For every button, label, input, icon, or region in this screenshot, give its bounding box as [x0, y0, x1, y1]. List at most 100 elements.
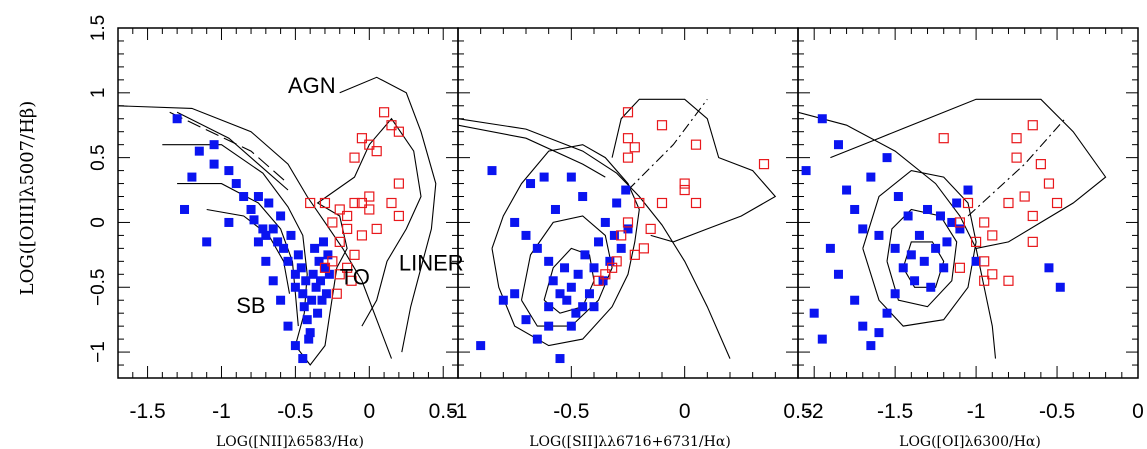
contour-line	[118, 105, 393, 359]
blue-point	[616, 243, 626, 253]
blue-point	[526, 179, 536, 189]
red-point	[1027, 236, 1038, 247]
blue-point	[833, 269, 843, 279]
red-point	[629, 142, 640, 153]
blue-point	[187, 172, 197, 182]
blue-point	[283, 256, 293, 266]
contour-line	[458, 124, 606, 178]
blue-point	[935, 211, 945, 221]
blue-point	[589, 263, 599, 273]
red-point	[1011, 133, 1022, 144]
x-tick-label: 0	[363, 400, 375, 423]
red-point	[616, 230, 627, 241]
blue-point	[510, 217, 520, 227]
blue-point	[298, 289, 308, 299]
blue-point	[893, 192, 903, 202]
red-point	[690, 139, 702, 150]
red-point	[334, 204, 345, 215]
red-point	[356, 133, 368, 144]
red-point	[334, 269, 345, 280]
contour-line	[176, 111, 289, 191]
contour-line	[886, 208, 958, 308]
contour-line	[177, 183, 299, 327]
contour-line	[862, 170, 977, 327]
red-point	[979, 256, 990, 267]
blue-point	[239, 192, 249, 202]
blue-point	[882, 308, 892, 318]
blue-point	[874, 230, 884, 240]
blue-point	[609, 230, 619, 240]
blue-point	[498, 295, 508, 305]
x-tick-label: -1	[967, 400, 986, 423]
blue-point	[180, 204, 190, 214]
blue-point	[268, 224, 278, 234]
red-point	[393, 178, 404, 189]
red-point	[979, 217, 990, 228]
blue-point	[544, 256, 554, 266]
red-point	[305, 197, 316, 209]
red-point	[349, 249, 360, 260]
x-tick-label: -0.5	[277, 400, 313, 423]
blue-point	[307, 295, 317, 305]
blue-point	[317, 295, 327, 305]
blue-point	[801, 166, 811, 176]
red-point	[331, 288, 342, 299]
red-point	[690, 197, 702, 209]
blue-point	[231, 179, 241, 189]
blue-point	[310, 243, 320, 253]
annotation: LINER	[399, 250, 464, 275]
red-point	[938, 133, 949, 144]
red-point	[622, 152, 634, 163]
red-point	[607, 262, 618, 273]
red-point	[1003, 275, 1014, 286]
red-point	[1051, 197, 1063, 209]
blue-point	[194, 146, 204, 156]
blue-point	[253, 237, 263, 247]
blue-point	[487, 166, 497, 176]
blue-point	[304, 334, 314, 344]
blue-point	[566, 321, 576, 331]
blue-point	[858, 321, 868, 331]
red-point	[327, 217, 338, 228]
blue-point	[510, 289, 520, 299]
contour-line	[339, 76, 437, 353]
red-point	[622, 133, 634, 144]
blue-point	[1044, 263, 1054, 273]
blue-point	[290, 269, 300, 279]
blue-point	[584, 289, 594, 299]
y-tick-label: 0.5	[88, 144, 109, 170]
x-tick-label: -2	[805, 400, 824, 423]
blue-point	[544, 302, 554, 312]
blue-point	[566, 282, 576, 292]
red-point	[622, 107, 634, 118]
blue-point	[321, 289, 331, 299]
blue-point	[914, 230, 924, 240]
red-point	[987, 230, 998, 241]
blue-point	[308, 269, 318, 279]
x-tick-label: 0.5	[429, 400, 458, 423]
panel-sii: -1 -0.5 0 0.5 LOG([SII]λλ6716+6731/Hα)	[449, 27, 813, 449]
red-point	[1027, 210, 1038, 222]
red-point	[393, 126, 404, 137]
red-point	[629, 249, 640, 260]
blue-point	[224, 217, 234, 227]
dividing-line	[967, 118, 1066, 217]
contour-line	[798, 111, 997, 359]
contour-line	[491, 144, 640, 347]
red-point	[319, 197, 331, 209]
blue-point	[264, 198, 274, 208]
blue-point	[578, 192, 588, 202]
red-point	[600, 269, 611, 280]
blue-point	[566, 172, 576, 182]
blue-point	[963, 185, 973, 195]
blue-point	[539, 172, 549, 182]
blue-point	[850, 204, 860, 214]
blue-point	[318, 237, 328, 247]
red-point	[364, 139, 375, 150]
x-tick-label: 0	[1132, 400, 1144, 423]
red-point	[679, 184, 690, 196]
plot-frame	[797, 27, 1139, 379]
red-point	[1003, 197, 1014, 209]
red-point	[954, 262, 966, 273]
blue-point	[562, 295, 572, 305]
